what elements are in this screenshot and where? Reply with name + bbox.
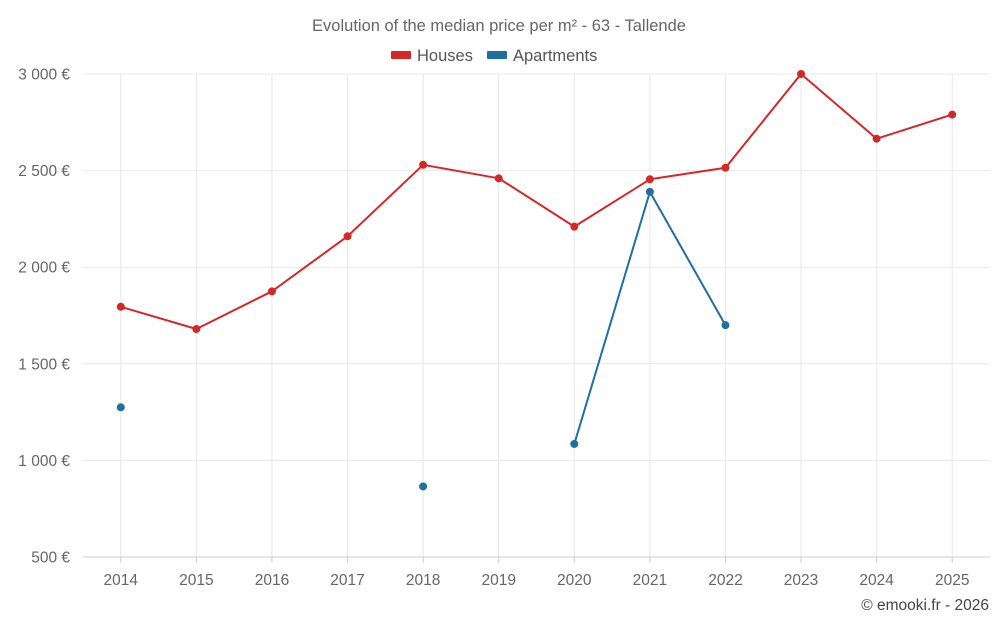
chart-title: Evolution of the median price per m² - 6… bbox=[312, 17, 686, 35]
legend: Houses Apartments bbox=[391, 47, 597, 65]
series-layer bbox=[116, 70, 957, 491]
series-apartments bbox=[116, 187, 730, 491]
series-line-houses bbox=[119, 73, 954, 330]
y-axis-labels: 500 € 1 000 € 1 500 € 2 000 € 2 500 € 3 000 € bbox=[18, 67, 70, 567]
data-point-houses-2017[interactable] bbox=[343, 232, 352, 241]
x-tick-label: 2018 bbox=[406, 572, 440, 589]
axes bbox=[83, 556, 990, 563]
y-tick-label: 500 € bbox=[31, 550, 70, 567]
x-tick-label: 2015 bbox=[179, 572, 213, 589]
legend-label-houses: Houses bbox=[417, 47, 473, 65]
x-tick-label: 2014 bbox=[104, 572, 139, 589]
x-tick-label: 2023 bbox=[784, 572, 818, 589]
y-tick-label: 1 000 € bbox=[18, 453, 70, 470]
x-tick-label: 2025 bbox=[935, 572, 969, 589]
x-tick-label: 2024 bbox=[859, 572, 894, 589]
data-point-houses-2018[interactable] bbox=[419, 160, 428, 169]
data-point-apartments-2022[interactable] bbox=[721, 321, 730, 330]
data-point-houses-2022[interactable] bbox=[721, 163, 730, 172]
data-point-apartments-2021[interactable] bbox=[645, 187, 654, 196]
legend-swatch-apartments bbox=[487, 51, 507, 59]
x-tick-label: 2020 bbox=[557, 572, 592, 589]
x-tick-label: 2019 bbox=[481, 572, 515, 589]
legend-item-apartments[interactable]: Apartments bbox=[487, 47, 597, 65]
y-tick-label: 3 000 € bbox=[18, 67, 70, 84]
y-tick-label: 2 500 € bbox=[18, 163, 70, 180]
x-tick-label: 2021 bbox=[633, 572, 667, 589]
y-tick-label: 2 000 € bbox=[18, 260, 70, 277]
data-point-apartments-2014[interactable] bbox=[116, 403, 125, 412]
data-point-houses-2020[interactable] bbox=[570, 222, 579, 231]
data-point-houses-2023[interactable] bbox=[797, 70, 806, 78]
series-houses bbox=[116, 70, 957, 334]
data-point-houses-2021[interactable] bbox=[645, 175, 654, 184]
legend-swatch-houses bbox=[391, 51, 411, 59]
data-point-houses-2016[interactable] bbox=[267, 287, 276, 296]
data-point-houses-2015[interactable] bbox=[192, 325, 201, 334]
data-point-houses-2024[interactable] bbox=[872, 134, 881, 143]
data-point-houses-2025[interactable] bbox=[948, 110, 957, 119]
data-point-apartments-2018[interactable] bbox=[419, 482, 428, 491]
credit-text: © emooki.fr - 2026 bbox=[861, 597, 989, 614]
grid bbox=[83, 73, 990, 557]
data-point-houses-2014[interactable] bbox=[116, 302, 125, 311]
legend-item-houses[interactable]: Houses bbox=[391, 47, 473, 65]
data-point-apartments-2020[interactable] bbox=[570, 439, 579, 448]
x-tick-label: 2022 bbox=[708, 572, 742, 589]
x-tick-label: 2017 bbox=[330, 572, 364, 589]
y-tick-label: 1 500 € bbox=[18, 356, 70, 373]
x-axis-labels: 2014 2015 2016 2017 2018 2019 2020 2021 2022 2023… bbox=[104, 572, 970, 589]
legend-label-apartments: Apartments bbox=[513, 47, 597, 65]
data-point-houses-2019[interactable] bbox=[494, 174, 503, 183]
x-tick-label: 2016 bbox=[255, 572, 289, 589]
